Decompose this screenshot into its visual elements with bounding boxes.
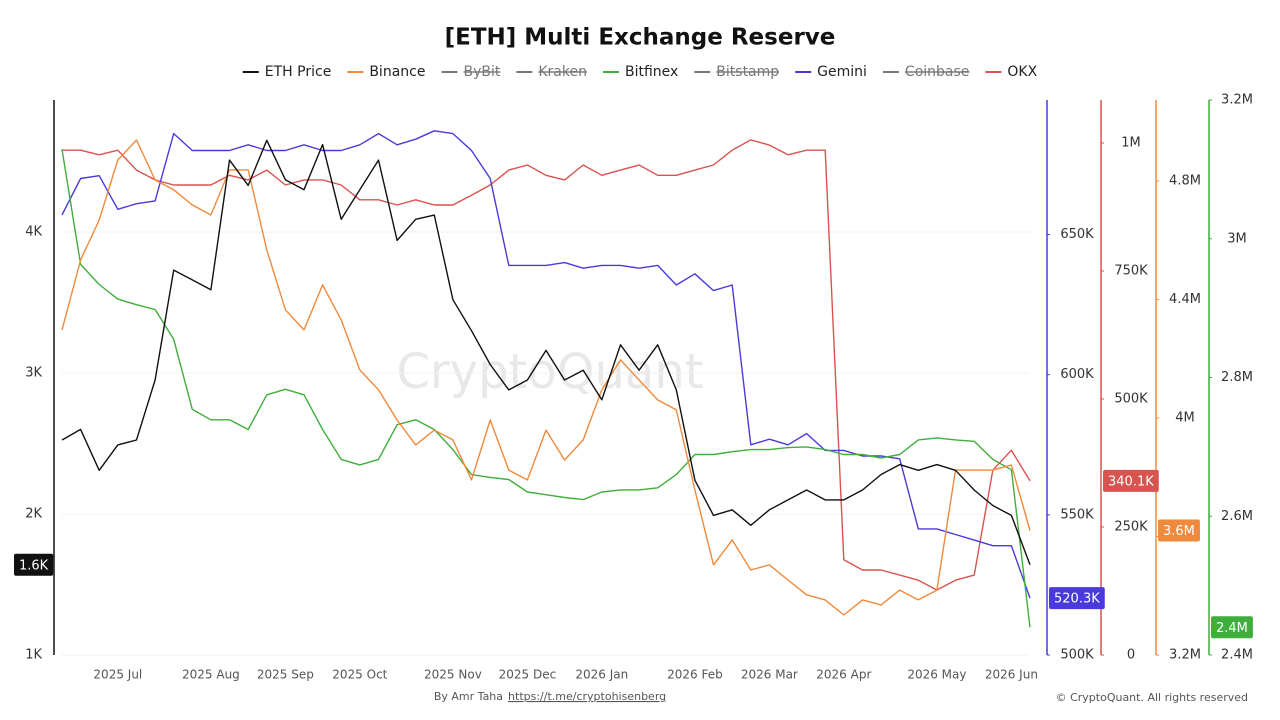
series-line [62, 139, 1031, 591]
y-tick-label: 500K [1060, 648, 1094, 663]
credit: By Amr Taha [434, 690, 503, 703]
credit-link[interactable]: https://t.me/cryptohisenberg [508, 690, 666, 703]
legend-item[interactable]: Gemini [795, 64, 867, 80]
badge-box [1049, 587, 1105, 610]
x-tick-label: 2025 Dec [499, 668, 557, 682]
legend-item[interactable]: Bitfinex [602, 64, 678, 80]
x-tick-label: 2025 Nov [424, 668, 482, 682]
legend-label: Bitfinex [625, 64, 678, 80]
x-tick-label: 2026 Mar [741, 668, 798, 682]
badge-label: 2.4M [1216, 621, 1248, 636]
copyright: © CryptoQuant. All rights reserved [1056, 691, 1248, 704]
legend-label: Kraken [538, 64, 587, 80]
y-tick-label: 3.2M [1169, 648, 1201, 663]
legend-label: Bitstamp [716, 64, 779, 80]
y-tick-label: 4.4M [1169, 292, 1201, 307]
x-tick-label: 2025 Oct [332, 668, 387, 682]
series-line [61, 139, 1031, 616]
badge-label: 1.6K [19, 558, 49, 573]
y-tick-label: 2K [25, 506, 42, 521]
current-value-badge: 3.6M [1158, 519, 1200, 542]
x-tick-label: 2025 Aug [182, 668, 240, 682]
badge-label: 340.1K [1108, 474, 1154, 489]
y-tick-label: 4.8M [1169, 173, 1201, 188]
y-tick-label: 3K [25, 365, 42, 380]
y-tick-label: 4M [1175, 410, 1195, 425]
y-tick-label: 3.2M [1221, 93, 1253, 108]
badge-label: 3.6M [1163, 524, 1195, 539]
current-value-badge: 340.1K [1103, 469, 1159, 492]
y-tick-label: 1M [1121, 136, 1141, 151]
legend-label: Binance [369, 64, 425, 80]
y-tick-label: 550K [1060, 507, 1094, 522]
x-tick-label: 2026 Feb [667, 668, 723, 682]
legend-label: Gemini [817, 64, 867, 80]
badge-label: 520.3K [1054, 592, 1100, 607]
y-tick-label: 2.4M [1221, 648, 1253, 663]
y-tick-label: 600K [1060, 367, 1094, 382]
y-tick-label: 2.8M [1221, 370, 1253, 385]
badge-box [14, 553, 54, 576]
legend-item[interactable]: Kraken [516, 64, 587, 80]
current-value-badge: 520.3K [1049, 587, 1105, 610]
series-line [61, 149, 1031, 628]
legend-item[interactable]: ETH Price [242, 64, 332, 80]
legend: ETH Price Binance ByBit Kraken Bitfinex Bitst… [242, 64, 1038, 80]
x-tick-label: 2026 May [907, 668, 966, 682]
legend-label: OKX [1007, 64, 1037, 80]
x-tick-label: 2026 Jun [985, 668, 1038, 682]
legend-item[interactable]: OKX [985, 64, 1038, 80]
x-tick-label: 2026 Apr [816, 668, 871, 682]
legend-item[interactable]: ByBit [441, 64, 501, 80]
legend-label: ByBit [463, 64, 500, 80]
x-tick-label: 2025 Sep [257, 668, 314, 682]
legend-label: ETH Price [265, 64, 332, 80]
watermark: CryptoQuant [396, 344, 703, 400]
y-tick-label: 2.6M [1221, 509, 1253, 524]
badge-box [1103, 469, 1159, 492]
series-line [61, 139, 1031, 566]
x-tick-label: 2025 Jul [93, 668, 142, 682]
x-tick-label: 2026 Jan [575, 668, 628, 682]
badge-box [1158, 519, 1200, 542]
y-tick-label: 250K [1114, 520, 1148, 535]
footer-credit: By Amr Taha https://t.me/cryptohisenberg [434, 690, 666, 703]
y-tick-label: 750K [1114, 264, 1148, 279]
legend-item[interactable]: Binance [347, 64, 425, 80]
y-tick-label: 1K [25, 648, 42, 663]
legend-label: Coinbase [905, 64, 969, 80]
y-tick-label: 4K [25, 224, 42, 239]
current-value-badge: 1.6K [14, 553, 54, 576]
y-tick-label: 0 [1127, 648, 1135, 663]
y-tick-label: 3M [1227, 231, 1247, 246]
badge-box [1211, 616, 1253, 639]
current-value-badge: 2.4M [1211, 616, 1253, 639]
chart-title: [ETH] Multi Exchange Reserve [445, 25, 836, 51]
y-tick-label: 650K [1060, 227, 1094, 242]
y-tick-label: 500K [1114, 392, 1148, 407]
legend-item[interactable]: Coinbase [882, 64, 969, 80]
legend-item[interactable]: Bitstamp [694, 64, 779, 80]
